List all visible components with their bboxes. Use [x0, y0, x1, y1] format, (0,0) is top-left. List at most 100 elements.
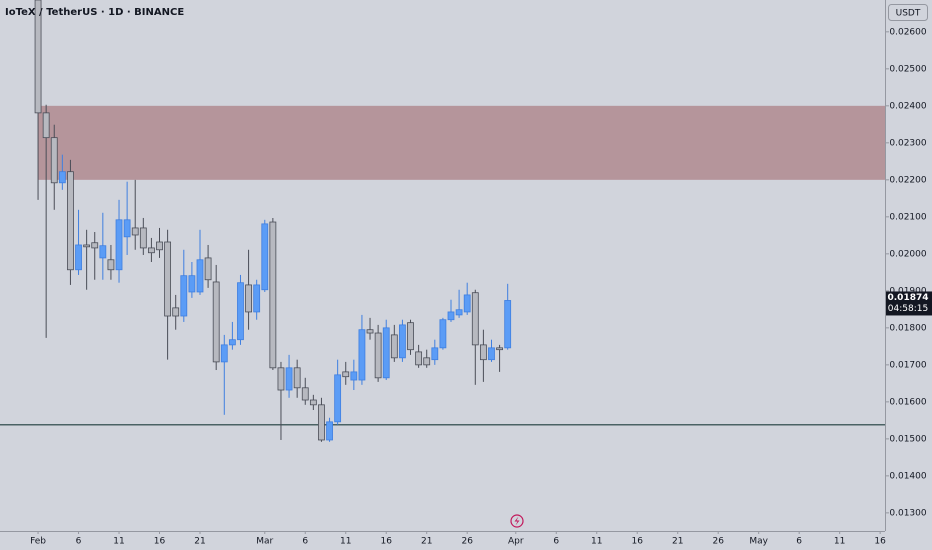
currency-box[interactable]	[888, 4, 928, 21]
y-tick-label: 0.01500	[889, 434, 926, 444]
candle-body	[75, 244, 82, 271]
candle-body	[479, 344, 487, 361]
y-tick-label: 0.01900	[889, 286, 926, 296]
candle-body	[350, 371, 358, 381]
x-tick-label: 6	[796, 537, 802, 547]
candle-body	[309, 399, 317, 406]
candle-body	[107, 259, 115, 271]
candle-body	[42, 112, 50, 139]
candle-body	[269, 221, 277, 369]
candle-body	[447, 311, 455, 321]
candle-body	[253, 284, 261, 313]
y-tick-label: 0.02000	[889, 249, 926, 259]
x-tick-label: 16	[874, 537, 886, 547]
candle-body	[334, 374, 342, 423]
y-tick-label: 0.01800	[889, 323, 926, 333]
candle-body	[261, 223, 269, 291]
x-tick-label: 11	[340, 537, 351, 547]
candle-body	[463, 294, 471, 313]
x-tick-label: 21	[672, 537, 683, 547]
x-tick-label: Feb	[30, 537, 46, 547]
x-tick-label: 11	[113, 537, 124, 547]
candle-body	[212, 281, 220, 363]
candle-body	[156, 241, 163, 251]
candle-body	[180, 275, 188, 317]
candle-body	[220, 344, 228, 363]
x-tick-label: 26	[461, 537, 473, 547]
price-label: 0.01874	[888, 293, 929, 303]
y-tick-label: 0.02200	[889, 175, 926, 185]
candle-body	[374, 332, 382, 379]
candle-body	[123, 219, 131, 238]
x-tick-label: 11	[834, 537, 845, 547]
candle-body	[382, 327, 390, 379]
candle-body	[115, 219, 123, 271]
x-tick-label: 16	[380, 537, 392, 547]
x-tick-label: Mar	[256, 537, 273, 547]
candle-body	[301, 387, 309, 401]
y-tick-label: 0.02100	[889, 212, 926, 222]
candle-body	[99, 245, 107, 259]
y-tick-label: 0.01600	[889, 397, 926, 407]
candle-body	[83, 244, 91, 248]
candle-body	[50, 137, 58, 184]
candle-body	[164, 241, 172, 317]
y-tick-label: 0.02300	[889, 138, 926, 148]
candle-body	[504, 300, 512, 349]
supply-zone	[38, 105, 886, 180]
candle-body	[245, 284, 252, 313]
x-tick-label: 16	[632, 537, 644, 547]
icon-ring	[510, 514, 524, 528]
y-tick-label: 0.01700	[889, 360, 926, 370]
candle-body	[139, 227, 147, 249]
candle-body	[326, 421, 333, 441]
candle-body	[431, 347, 439, 361]
candle-body	[471, 292, 479, 346]
x-tick-label: Apr	[508, 537, 524, 547]
candle-body	[67, 171, 74, 271]
candle-body	[390, 334, 398, 359]
candle-body	[293, 367, 301, 389]
candle-body	[148, 247, 155, 254]
candle-body	[415, 351, 423, 366]
candle-body	[423, 357, 431, 366]
currency-label[interactable]: USDT	[896, 9, 921, 19]
y-tick-label: 0.01400	[889, 471, 926, 481]
candle-body	[58, 171, 66, 184]
x-tick-label: 21	[421, 537, 432, 547]
candle-body	[318, 404, 325, 441]
price-label-box	[886, 291, 932, 316]
candle-body	[366, 329, 374, 334]
chart-title: IoTeX / TetherUS · 1D · BINANCE	[5, 7, 184, 18]
candle-body	[488, 347, 495, 361]
candle-body	[237, 282, 244, 341]
candle-body	[342, 371, 350, 378]
candle-body	[407, 322, 414, 351]
x-tick-label: 26	[712, 537, 724, 547]
candle-body	[455, 309, 463, 316]
x-tick-label: 16	[154, 537, 166, 547]
candle-body	[188, 275, 196, 293]
candle-body	[131, 227, 139, 236]
candle-body	[196, 259, 204, 293]
candle-body	[228, 339, 236, 346]
candle-body	[439, 319, 447, 349]
x-tick-label: 6	[76, 537, 82, 547]
x-tick-label: 6	[302, 537, 308, 547]
countdown-label: 04:58:15	[888, 304, 928, 314]
candle-body	[285, 367, 293, 391]
x-tick-label: 11	[591, 537, 602, 547]
candle-body	[358, 329, 366, 381]
candle-body	[399, 324, 406, 359]
candle-body	[204, 257, 212, 281]
y-tick-label: 0.02500	[889, 64, 926, 74]
x-tick-label: 21	[194, 537, 205, 547]
y-tick-label: 0.02400	[889, 101, 926, 111]
lightning-icon[interactable]	[510, 514, 524, 528]
x-tick-label: 6	[553, 537, 559, 547]
candle-body	[34, 0, 42, 114]
y-tick-label: 0.01300	[889, 508, 926, 518]
x-tick-label: May	[749, 537, 768, 547]
